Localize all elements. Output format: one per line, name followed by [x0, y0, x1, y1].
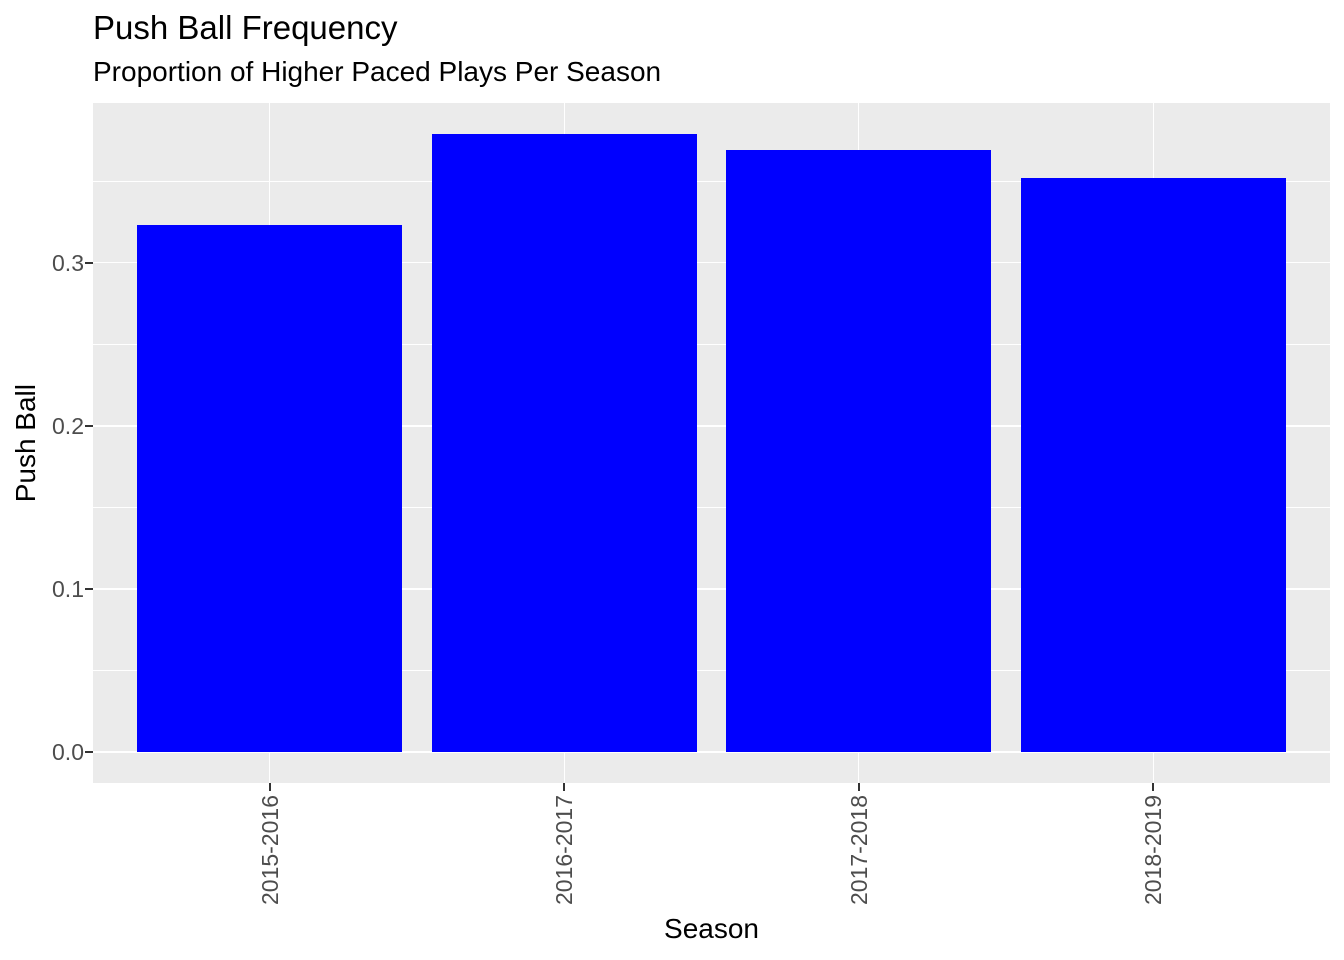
major-gridline — [93, 588, 1330, 590]
y-tick-label: 0.3 — [52, 249, 84, 276]
x-axis-title: Season — [93, 913, 1330, 945]
bar-2017-2018 — [726, 150, 992, 752]
minor-gridline — [93, 507, 1330, 508]
x-tick-mark — [268, 783, 271, 791]
y-axis-title: Push Ball — [8, 103, 44, 783]
major-gridline — [93, 262, 1330, 264]
x-tick-label: 2018-2019 — [1140, 795, 1167, 905]
y-tick-label: 0.2 — [52, 412, 84, 439]
plot-panel — [93, 103, 1330, 783]
y-tick-mark — [85, 751, 93, 754]
chart-title: Push Ball Frequency — [93, 9, 398, 46]
x-tick-label: 2015-2016 — [256, 795, 283, 905]
x-tick-label: 2016-2017 — [551, 795, 578, 905]
major-gridline — [93, 751, 1330, 753]
minor-gridline — [93, 180, 1330, 182]
x-tick-mark — [857, 783, 860, 791]
y-axis-title-text: Push Ball — [10, 383, 41, 503]
bar-2016-2017 — [431, 133, 697, 752]
bar-2018-2019 — [1020, 178, 1286, 752]
x-tick-mark — [1152, 783, 1155, 791]
chart-subtitle: Proportion of Higher Paced Plays Per Sea… — [93, 56, 662, 87]
major-gridline — [93, 425, 1330, 427]
minor-gridline — [93, 343, 1330, 345]
y-tick-label: 0.0 — [52, 739, 84, 766]
y-tick-label: 0.1 — [52, 575, 84, 602]
minor-gridline — [93, 670, 1330, 671]
y-tick-mark — [85, 424, 93, 427]
bar-2015-2016 — [137, 225, 403, 752]
y-tick-mark — [85, 261, 93, 264]
x-tick-label: 2017-2018 — [845, 795, 872, 905]
y-tick-mark — [85, 587, 93, 590]
x-tick-mark — [563, 783, 566, 791]
x-axis-title-text: Season — [664, 913, 759, 944]
